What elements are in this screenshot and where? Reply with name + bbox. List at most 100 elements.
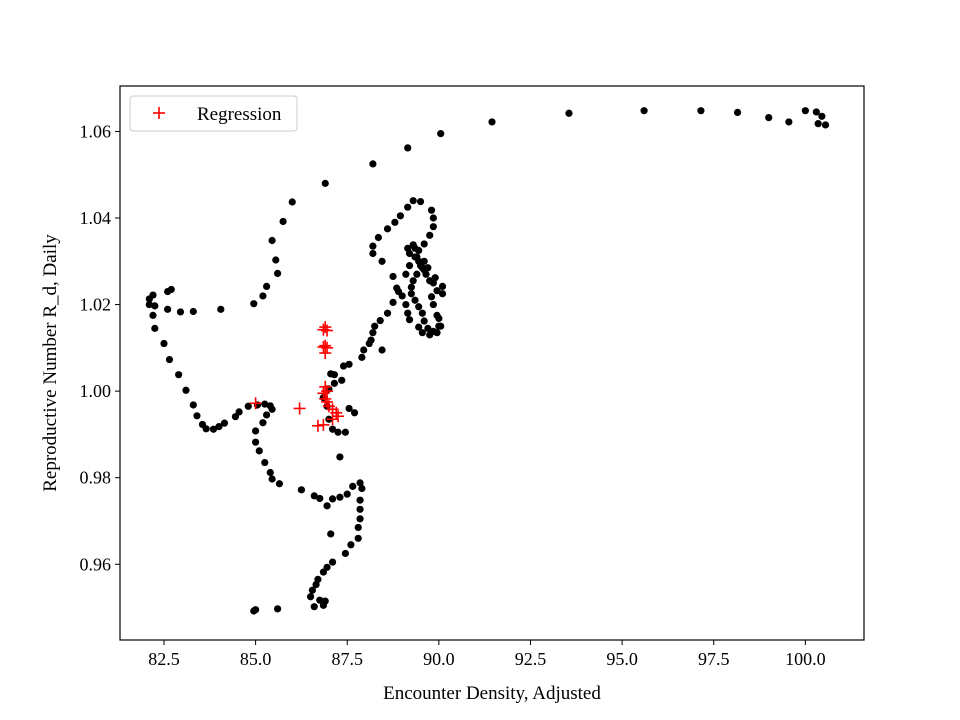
data-point-s0-56 (252, 427, 260, 435)
data-point-s0-134 (427, 206, 436, 214)
data-point-s0-8 (697, 107, 705, 115)
data-point-s0-43 (202, 425, 210, 433)
data-point-s0-0 (821, 121, 830, 129)
data-point-s0-32 (164, 287, 172, 296)
data-point-s0-49 (244, 402, 252, 410)
data-point-s0-123 (433, 287, 441, 295)
data-point-s0-145 (389, 272, 397, 281)
data-point-s0-148 (402, 300, 410, 309)
data-point-s0-5 (785, 118, 793, 126)
data-point-s0-116 (389, 298, 397, 307)
data-point-s0-74 (356, 515, 364, 523)
regression-point-19 (293, 402, 306, 415)
data-point-s0-38 (175, 371, 183, 379)
x-axis-label: Encounter Density, Adjusted (383, 683, 601, 704)
data-point-s0-54 (263, 411, 271, 419)
data-point-s0-55 (259, 419, 267, 427)
data-point-s0-2 (812, 108, 820, 116)
data-point-s0-97 (334, 428, 342, 436)
data-point-s0-173 (411, 296, 419, 304)
data-point-s0-22 (259, 292, 267, 300)
data-point-s0-137 (404, 203, 412, 211)
data-point-s0-174 (415, 303, 423, 311)
data-point-s0-132 (429, 223, 437, 231)
data-point-s0-108 (345, 360, 353, 368)
data-point-s0-57 (252, 438, 260, 446)
x-tick-label: 87.5 (331, 649, 363, 669)
regression-point-10 (319, 392, 332, 405)
data-point-s0-51 (261, 400, 269, 408)
data-point-s0-33 (145, 300, 153, 309)
data-point-s0-45 (215, 423, 223, 431)
data-point-s0-67 (336, 493, 344, 501)
regression-point-5 (317, 340, 330, 353)
data-point-s0-89 (273, 605, 282, 613)
data-point-s0-62 (275, 480, 284, 488)
x-tick-label: 92.5 (515, 649, 547, 669)
data-point-s0-64 (310, 492, 318, 500)
plot-frame (119, 85, 865, 641)
data-point-s0-141 (374, 233, 382, 242)
data-point-s0-61 (268, 475, 276, 483)
data-point-s0-16 (288, 198, 296, 206)
data-point-s0-35 (151, 324, 159, 332)
data-point-s0-39 (182, 386, 190, 394)
data-point-s0-23 (250, 300, 258, 308)
data-point-s0-182 (367, 336, 375, 344)
data-point-s0-37 (165, 355, 174, 364)
data-point-s0-24 (217, 305, 225, 313)
data-point-s0-114 (376, 316, 384, 325)
data-point-s0-58 (255, 447, 263, 455)
plot-area (120, 86, 864, 640)
data-point-s0-36 (160, 339, 168, 348)
data-point-s0-59 (261, 458, 269, 467)
data-point-s0-19 (272, 256, 280, 264)
legend-box (129, 95, 298, 132)
data-point-s0-103 (330, 379, 339, 387)
data-point-s0-70 (356, 479, 364, 487)
x-tick-label: 90.0 (423, 649, 455, 669)
data-point-s0-118 (402, 270, 410, 278)
data-point-s0-166 (415, 246, 423, 255)
data-point-s0-178 (429, 327, 437, 336)
data-point-s0-86 (316, 596, 324, 604)
data-point-s0-12 (437, 130, 445, 138)
data-point-s0-152 (418, 329, 426, 337)
data-point-s0-84 (308, 586, 317, 594)
data-point-s0-27 (164, 305, 172, 313)
data-point-s0-133 (429, 214, 437, 222)
data-point-s0-18 (268, 236, 276, 245)
data-point-s0-143 (369, 249, 377, 258)
data-point-s0-115 (383, 309, 392, 317)
data-point-s0-85 (306, 593, 315, 601)
data-point-s0-162 (411, 253, 419, 261)
data-point-s0-78 (341, 549, 349, 558)
data-point-s0-181 (378, 346, 386, 354)
data-point-s0-127 (424, 264, 432, 272)
data-point-s0-40 (189, 401, 197, 409)
data-point-s0-98 (328, 425, 337, 433)
data-point-s0-10 (565, 109, 573, 117)
regression-point-20 (249, 397, 262, 410)
data-point-s0-135 (416, 197, 425, 206)
data-point-s0-21 (263, 282, 271, 290)
data-point-s0-53 (268, 405, 276, 413)
data-point-s0-60 (266, 468, 274, 477)
data-point-s0-13 (404, 144, 412, 152)
data-point-s0-110 (360, 346, 368, 354)
data-point-s0-7 (733, 108, 742, 117)
data-point-s0-113 (371, 322, 379, 330)
data-point-s0-6 (765, 113, 773, 122)
data-point-s0-41 (193, 412, 201, 420)
x-tick-label: 95.0 (606, 649, 638, 669)
data-point-s0-72 (356, 496, 364, 504)
y-tick-label: 0.98 (80, 468, 112, 488)
data-point-s0-28 (151, 302, 159, 310)
data-point-s0-149 (404, 309, 412, 317)
data-point-s0-179 (437, 322, 445, 330)
regression-point-9 (317, 387, 330, 400)
data-point-s0-69 (349, 482, 357, 490)
data-point-s0-157 (429, 300, 437, 309)
data-point-s0-107 (339, 362, 348, 370)
